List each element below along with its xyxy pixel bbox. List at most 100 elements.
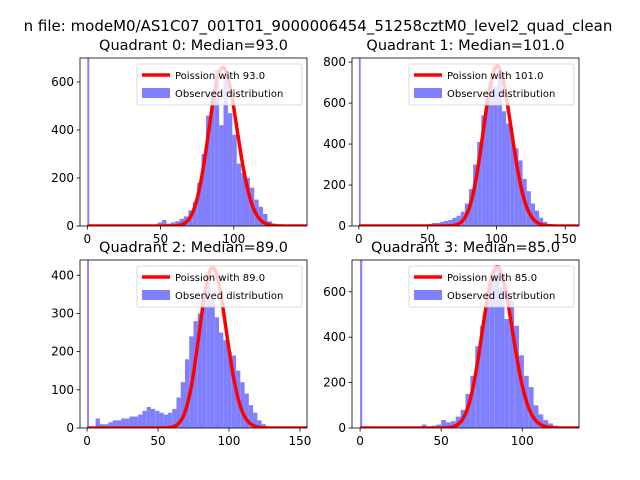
legend: Poission with 89.0 Observed distribution bbox=[136, 265, 303, 308]
y-tick-label: 0 bbox=[66, 219, 74, 233]
histogram-bar bbox=[150, 408, 156, 428]
histogram-bar bbox=[179, 218, 184, 226]
histogram-bar bbox=[236, 163, 242, 226]
histogram-bar bbox=[456, 215, 461, 226]
histogram-bar bbox=[446, 422, 451, 428]
histogram-bar bbox=[206, 282, 211, 428]
histogram-bar bbox=[509, 300, 515, 428]
poisson-curve bbox=[359, 265, 579, 428]
histogram-bar bbox=[501, 111, 507, 226]
histogram-bar bbox=[475, 346, 481, 428]
x-tick-label: 0 bbox=[83, 434, 91, 448]
histogram-bar bbox=[116, 420, 122, 428]
legend-observed-label: Observed distribution bbox=[447, 291, 555, 302]
histogram-bar bbox=[519, 355, 524, 428]
subplot-title: Quadrant 2: Median=89.0 bbox=[99, 240, 288, 256]
histogram-bar bbox=[528, 387, 534, 428]
histogram-bar bbox=[223, 340, 228, 428]
histogram-bar bbox=[245, 178, 250, 226]
histogram-bar bbox=[192, 202, 198, 226]
histogram-bar bbox=[157, 222, 163, 226]
histogram-bar bbox=[240, 382, 245, 428]
histogram-bar bbox=[193, 321, 198, 428]
x-tick-label: 100 bbox=[218, 434, 241, 448]
histogram-bar bbox=[257, 420, 262, 428]
histogram-bar bbox=[484, 300, 490, 428]
histogram-bar bbox=[470, 375, 476, 428]
plot-area bbox=[87, 58, 307, 226]
y-tick-label: 200 bbox=[323, 178, 346, 192]
histogram-bar bbox=[162, 220, 167, 226]
legend: Poission with 85.0 Observed distribution bbox=[408, 265, 575, 308]
histogram-bar bbox=[485, 98, 490, 226]
figure-title: n file: modeM0/AS1C07_001T01_9000006454_… bbox=[24, 17, 613, 36]
histogram-bar bbox=[219, 125, 224, 226]
y-tick-label: 600 bbox=[323, 96, 346, 110]
histogram-bar bbox=[133, 416, 139, 428]
axes-frame bbox=[351, 57, 580, 227]
axes-frame bbox=[79, 57, 308, 227]
y-tick-label: 200 bbox=[51, 171, 74, 185]
histogram-bar bbox=[227, 113, 233, 226]
legend-observed-label: Observed distribution bbox=[175, 89, 283, 100]
y-tick-label: 300 bbox=[51, 306, 74, 320]
x-tick-label: 150 bbox=[554, 232, 577, 246]
poisson-curve bbox=[358, 64, 579, 226]
x-tick-label: 100 bbox=[511, 434, 534, 448]
histogram-bar bbox=[263, 214, 268, 226]
histogram-bar bbox=[138, 414, 143, 428]
histogram-bar bbox=[514, 148, 519, 226]
histogram-bar bbox=[155, 410, 160, 428]
legend-box bbox=[136, 265, 303, 308]
histogram-bar bbox=[210, 298, 215, 428]
histogram-bar bbox=[452, 217, 457, 226]
histogram-bar bbox=[214, 70, 220, 226]
histogram-bar bbox=[441, 420, 447, 428]
x-tick-label: 50 bbox=[434, 434, 449, 448]
histogram-bar bbox=[197, 313, 203, 428]
histogram-bar bbox=[184, 359, 190, 428]
y-tick-label: 800 bbox=[323, 55, 346, 69]
histogram-bar bbox=[108, 422, 113, 428]
histogram-bar bbox=[176, 397, 181, 428]
histogram-bar bbox=[510, 135, 515, 226]
poisson-curve bbox=[87, 65, 307, 226]
histogram-bar bbox=[514, 325, 520, 428]
legend-box bbox=[408, 265, 575, 308]
histogram-bar bbox=[473, 164, 478, 226]
histogram-bar bbox=[197, 182, 202, 226]
histogram-bar bbox=[214, 317, 220, 428]
histogram-bar bbox=[163, 414, 168, 428]
subplot-title: Quadrant 3: Median=85.0 bbox=[371, 240, 560, 256]
histogram-bar bbox=[360, 260, 363, 428]
legend-poisson-label: Poission with 85.0 bbox=[447, 273, 537, 284]
histogram-bar bbox=[358, 58, 361, 226]
y-tick-label: 600 bbox=[51, 75, 74, 89]
histogram-bar bbox=[175, 221, 180, 226]
subplot-title: Quadrant 1: Median=101.0 bbox=[366, 38, 564, 54]
legend-box bbox=[136, 63, 303, 106]
y-tick-label: 400 bbox=[51, 268, 74, 282]
y-tick-label: 200 bbox=[51, 345, 74, 359]
histogram-bar bbox=[210, 91, 215, 226]
y-tick-label: 100 bbox=[51, 383, 74, 397]
histogram-bar bbox=[539, 217, 544, 226]
legend: Poission with 93.0 Observed distribution bbox=[136, 63, 303, 106]
legend-observed-swatch bbox=[414, 290, 442, 300]
subplot-quadrant-2: 0 50 100 150 0 100 200 300 400 Quadrant 2: Median… bbox=[51, 240, 311, 448]
legend-observed-label: Observed distribution bbox=[175, 291, 283, 302]
histogram-bar bbox=[180, 382, 185, 428]
histogram-bar bbox=[129, 416, 134, 428]
x-tick-label: 50 bbox=[420, 232, 435, 246]
subplot-grid: 0 50 100 0 200 400 600 Quadrant 0: Median=93.0 P… bbox=[51, 38, 580, 448]
legend-poisson-label: Poission with 101.0 bbox=[447, 71, 543, 82]
histogram-bar bbox=[223, 77, 228, 226]
histogram-bar bbox=[121, 418, 126, 428]
legend-box bbox=[408, 63, 575, 106]
histogram-bar bbox=[172, 408, 177, 428]
histogram-bar bbox=[112, 420, 117, 428]
histogram-bar bbox=[142, 410, 147, 428]
histogram-bar bbox=[87, 260, 89, 428]
histogram-bar bbox=[481, 115, 486, 226]
